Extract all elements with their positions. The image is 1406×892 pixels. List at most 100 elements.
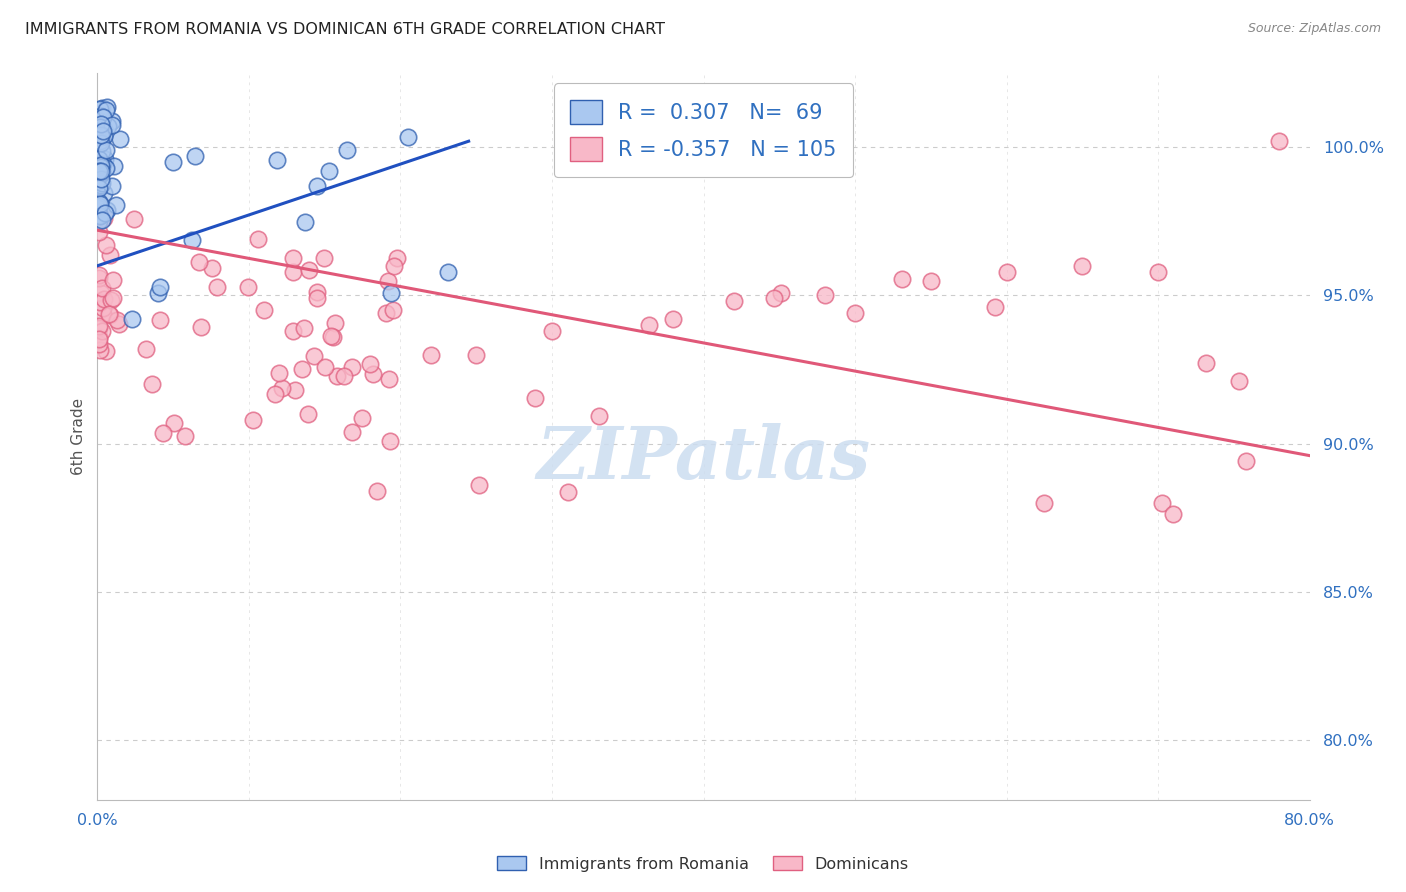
Point [1150, 496, 1173, 510]
Point [89, 225, 111, 239]
Point [89, 134, 111, 148]
Point [920, 274, 942, 288]
Point [93, 211, 115, 225]
Point [97, 307, 120, 321]
Point [93, 292, 115, 306]
Point [90, 117, 112, 131]
Point [302, 349, 325, 363]
Point [307, 179, 329, 194]
Point [283, 265, 305, 279]
Point [336, 143, 359, 157]
Point [91, 176, 114, 190]
Point [90, 178, 112, 192]
Point [263, 387, 285, 401]
Point [183, 149, 205, 163]
Point [523, 391, 546, 405]
Point [141, 376, 163, 391]
Point [124, 211, 146, 226]
Point [298, 263, 321, 277]
Point [89, 181, 111, 195]
Point [152, 425, 174, 440]
Point [297, 407, 319, 421]
Point [90, 136, 112, 150]
Point [332, 368, 354, 383]
Point [101, 178, 124, 193]
Point [87, 173, 110, 187]
Point [89, 210, 111, 224]
Point [396, 130, 419, 145]
Point [90, 133, 112, 147]
Point [314, 252, 336, 266]
Point [382, 302, 405, 317]
Point [90, 109, 112, 123]
Point [294, 215, 316, 229]
Point [94, 206, 117, 220]
Point [94, 344, 117, 359]
Point [100, 293, 122, 307]
Point [87, 270, 110, 285]
Point [342, 425, 364, 439]
Point [322, 330, 344, 344]
Point [87, 268, 110, 283]
Point [323, 316, 346, 330]
Point [90, 324, 112, 338]
Point [110, 131, 132, 145]
Point [90, 158, 112, 172]
Point [97, 120, 120, 134]
Point [135, 342, 157, 356]
Point [90, 164, 112, 178]
Point [101, 291, 124, 305]
Point [236, 280, 259, 294]
Point [96, 203, 118, 218]
Point [200, 260, 222, 275]
Point [89, 197, 111, 211]
Point [188, 254, 211, 268]
Point [305, 291, 328, 305]
Point [93, 186, 115, 201]
Point [382, 259, 405, 273]
Point [253, 302, 276, 317]
Point [557, 485, 579, 500]
Point [326, 368, 349, 383]
Point [291, 361, 314, 376]
Point [100, 118, 122, 132]
Point [87, 321, 110, 335]
Point [90, 165, 112, 179]
Point [162, 155, 184, 169]
Point [181, 233, 204, 247]
Point [770, 285, 793, 300]
Point [87, 332, 110, 346]
Point [269, 366, 291, 380]
Point [90, 144, 112, 158]
Text: IMMIGRANTS FROM ROMANIA VS DOMINICAN 6TH GRADE CORRELATION CHART: IMMIGRANTS FROM ROMANIA VS DOMINICAN 6TH… [25, 22, 665, 37]
Point [93, 124, 115, 138]
Point [107, 317, 129, 331]
Point [283, 251, 305, 265]
Point [1234, 454, 1257, 468]
Point [437, 265, 460, 279]
Point [103, 160, 125, 174]
Point [1268, 134, 1291, 148]
Point [1032, 496, 1054, 510]
Point [314, 359, 336, 374]
Point [281, 324, 304, 338]
Point [1195, 356, 1218, 370]
Point [91, 281, 114, 295]
Point [91, 156, 114, 170]
Point [105, 313, 128, 327]
Point [94, 161, 117, 175]
Point [90, 160, 112, 174]
Point [377, 372, 399, 386]
Point [174, 429, 197, 443]
Point [87, 330, 110, 344]
Point [89, 295, 111, 310]
Point [91, 301, 114, 315]
Point [149, 280, 172, 294]
Point [266, 153, 288, 167]
Point [146, 285, 169, 300]
Point [87, 337, 110, 351]
Point [90, 172, 112, 186]
Point [89, 120, 111, 134]
Point [637, 318, 659, 332]
Point [318, 164, 340, 178]
